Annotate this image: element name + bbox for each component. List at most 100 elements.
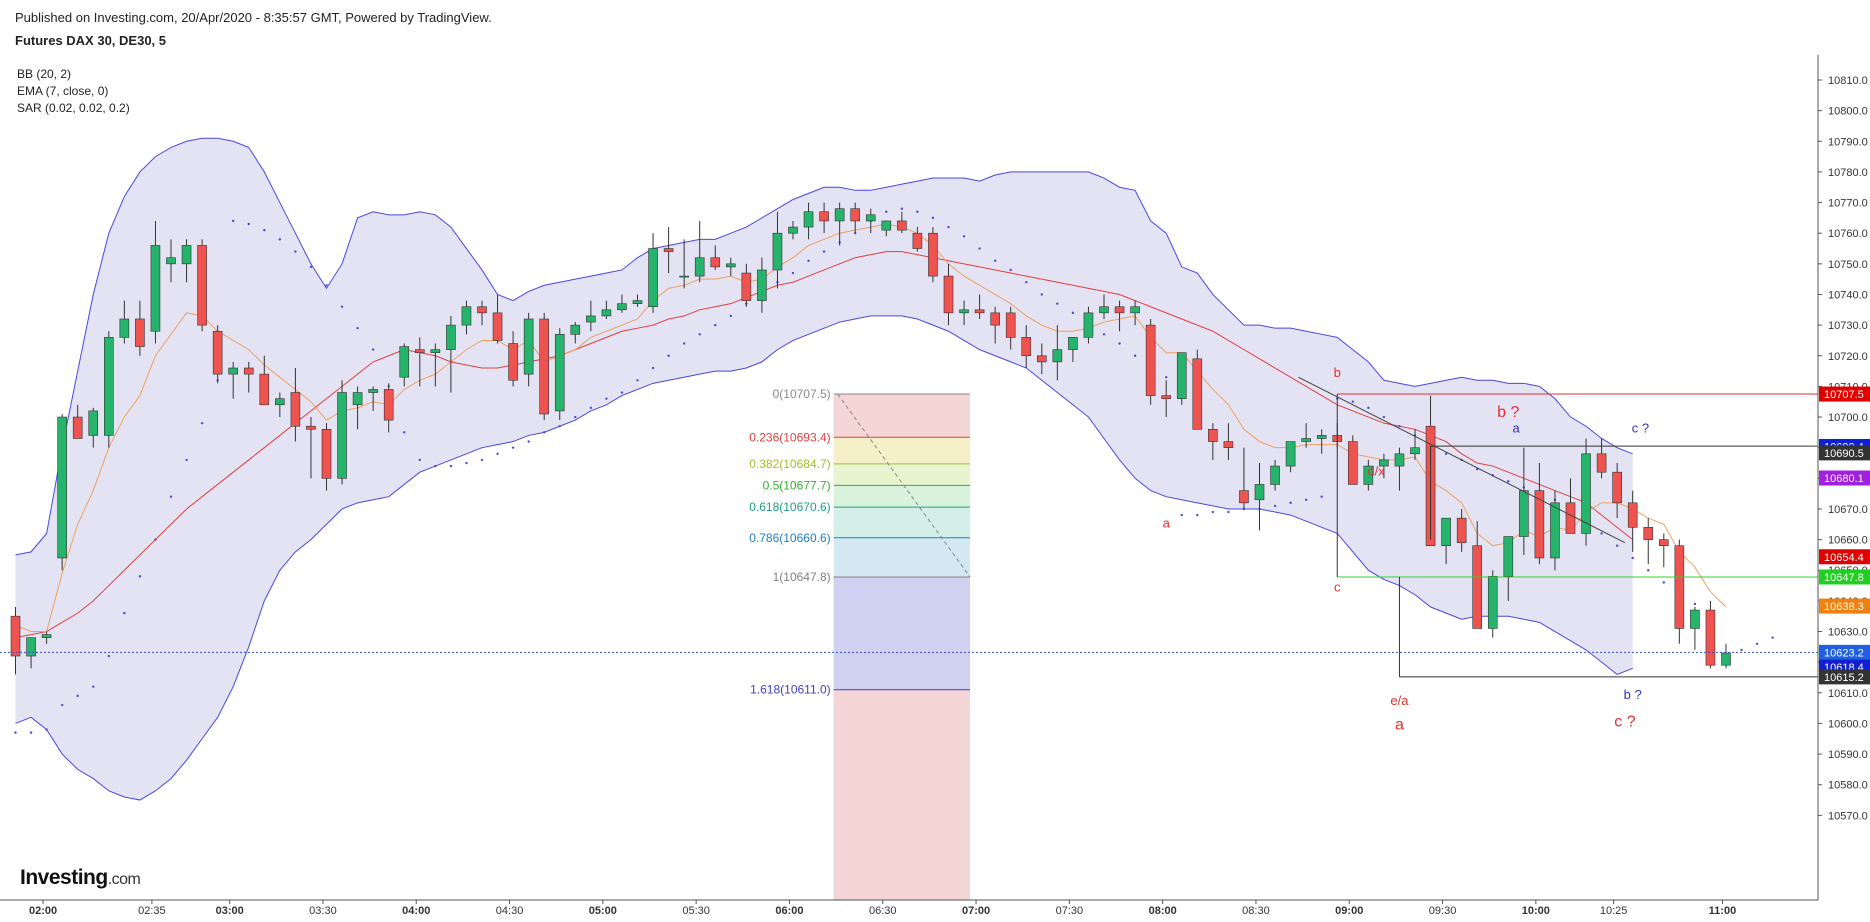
candle-body xyxy=(788,226,798,234)
fib-zone xyxy=(833,394,971,438)
sar-dot xyxy=(107,654,111,658)
time-tick-label: 04:30 xyxy=(496,905,524,917)
sar-dot xyxy=(123,611,126,615)
candle xyxy=(135,300,145,356)
candle-body xyxy=(243,367,254,375)
sar-dot xyxy=(931,216,935,220)
candle-body xyxy=(1721,652,1731,666)
sar-dot xyxy=(791,271,795,275)
candle-body xyxy=(1612,471,1622,504)
candle xyxy=(1674,539,1685,644)
sar-dot xyxy=(29,731,33,734)
sar-dot xyxy=(232,219,235,223)
indicator-bb[interactable]: BB (20, 2) xyxy=(17,67,72,81)
sar-dot xyxy=(947,225,950,229)
candle xyxy=(539,312,550,421)
sar-dot xyxy=(527,440,530,443)
candle xyxy=(1176,352,1187,405)
fib-zone xyxy=(833,537,971,577)
wave-label: c ? xyxy=(1614,714,1635,731)
candle-body xyxy=(368,389,378,393)
sar-dot xyxy=(1382,415,1386,419)
candle-body xyxy=(772,232,783,271)
candle-body xyxy=(679,275,689,278)
candle-body xyxy=(570,324,581,335)
candlesticks xyxy=(10,202,1731,675)
candle-body xyxy=(850,208,861,222)
candle xyxy=(912,227,923,252)
candle xyxy=(1643,518,1654,565)
candle xyxy=(1487,570,1498,638)
price-tick-label: 10630.0 xyxy=(1828,627,1868,639)
price-tick-label: 10570.0 xyxy=(1828,810,1868,822)
sar-dot xyxy=(1771,636,1774,639)
bollinger-band xyxy=(15,137,1634,801)
candle xyxy=(1363,459,1374,491)
price-tick-label: 10760.0 xyxy=(1828,228,1868,240)
fib-level-label: 0.618(10670.6) xyxy=(749,500,830,514)
candle-body xyxy=(492,312,503,341)
time-tick-label: 11:00 xyxy=(1709,905,1737,917)
price-tick-label: 10580.0 xyxy=(1828,780,1868,792)
candle xyxy=(1394,447,1405,491)
sar-dot xyxy=(1071,311,1075,315)
sar-dot xyxy=(1118,342,1121,345)
sar-dot xyxy=(978,247,981,250)
time-tick-label: 07:30 xyxy=(1056,905,1084,917)
candle-body xyxy=(477,306,487,314)
candle xyxy=(1721,643,1731,669)
candle-body xyxy=(1581,453,1591,534)
candle xyxy=(1037,343,1047,375)
price-tag-label: 10707.5 xyxy=(1824,389,1864,401)
candle xyxy=(1550,490,1560,571)
candle-body xyxy=(1099,306,1109,314)
candle-body xyxy=(1487,576,1498,629)
candle-body xyxy=(1534,490,1545,559)
sar-dot xyxy=(45,728,48,731)
candle xyxy=(1581,438,1591,546)
candle xyxy=(1565,478,1576,534)
bollinger-middle xyxy=(15,251,1634,639)
sar-dot xyxy=(1165,376,1168,379)
sar-dot xyxy=(1180,513,1183,517)
price-tick-label: 10800.0 xyxy=(1828,106,1868,118)
time-tick-label: 07:00 xyxy=(962,905,990,917)
bollinger-lower xyxy=(15,315,1633,801)
sar-dot xyxy=(993,259,997,262)
candle xyxy=(1705,600,1716,669)
candle xyxy=(1270,459,1280,491)
candle-body xyxy=(1596,453,1607,473)
sar-dot xyxy=(1351,400,1355,403)
indicator-ema[interactable]: EMA (7, close, 0) xyxy=(17,84,109,98)
candle-body xyxy=(741,272,752,301)
candle xyxy=(477,300,487,326)
price-tick-label: 10810.0 xyxy=(1828,75,1868,87)
indicator-sar[interactable]: SAR (0.02, 0.02, 0.2) xyxy=(17,101,130,115)
candle-body xyxy=(943,275,954,314)
candle-body xyxy=(1348,441,1358,485)
candle-body xyxy=(1161,395,1171,399)
price-tag-label: 10654.4 xyxy=(1824,552,1864,564)
candle xyxy=(834,202,845,246)
candle xyxy=(166,239,176,283)
candle xyxy=(601,300,612,319)
sar-dot xyxy=(1662,581,1666,584)
sar-dot xyxy=(962,235,966,238)
candle-body xyxy=(881,220,892,231)
candle-body xyxy=(586,315,596,323)
wave-label: c xyxy=(1334,580,1341,595)
sar-dot xyxy=(1647,569,1650,572)
candle-body xyxy=(1083,312,1094,338)
candle xyxy=(632,294,643,307)
candle xyxy=(586,300,596,332)
sar-dot xyxy=(1025,281,1028,284)
candle-body xyxy=(275,398,285,406)
sar-dot xyxy=(76,694,79,698)
sar-dot xyxy=(449,464,453,468)
price-tag: 10707.5 xyxy=(1819,386,1870,402)
candle-body xyxy=(1239,490,1249,504)
price-tick-label: 10730.0 xyxy=(1828,320,1868,332)
candle-body xyxy=(1410,447,1420,455)
candle-body xyxy=(865,214,876,222)
